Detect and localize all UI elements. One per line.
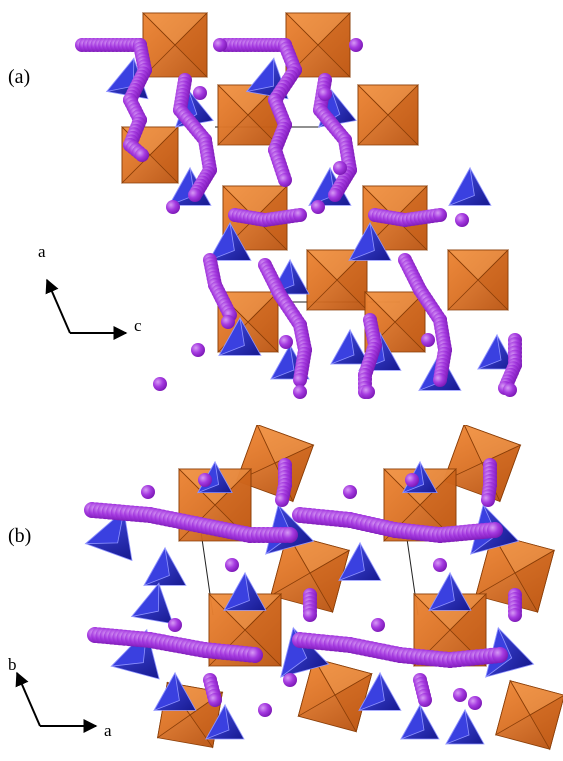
- chain-atom: [208, 693, 222, 707]
- atom: [349, 38, 363, 52]
- octahedron: [357, 84, 419, 146]
- tetrahedron: [223, 571, 267, 612]
- atom: [213, 38, 227, 52]
- atom: [283, 673, 297, 687]
- chain-atom: [487, 522, 503, 538]
- tetrahedron: [428, 571, 472, 612]
- panel-b: (b) b a: [0, 425, 563, 761]
- atom: [468, 696, 482, 710]
- axis-arrow-up: [45, 278, 71, 334]
- atom: [318, 87, 332, 101]
- tetrahedron: [348, 221, 392, 262]
- axis-label-up-a: a: [38, 242, 46, 261]
- atom: [311, 200, 325, 214]
- atom: [333, 161, 347, 175]
- tetrahedron: [143, 546, 187, 587]
- tetrahedron: [218, 316, 262, 357]
- chain-atom: [492, 647, 508, 663]
- atom: [371, 618, 385, 632]
- atom: [193, 86, 207, 100]
- tetrahedron: [445, 708, 485, 745]
- atom: [166, 200, 180, 214]
- chain-atom: [293, 373, 307, 387]
- atom: [293, 385, 307, 399]
- octahedron: [235, 425, 315, 503]
- chain-atom: [188, 188, 202, 202]
- atom: [343, 485, 357, 499]
- chain-atom: [282, 527, 298, 543]
- atom: [361, 385, 375, 399]
- tetrahedron: [153, 671, 197, 712]
- panel-label-a: (a): [8, 66, 31, 88]
- structure-view-b: [15, 425, 563, 751]
- chain-atom: [247, 647, 263, 663]
- panel-label-b: (b): [8, 525, 32, 547]
- atom: [225, 558, 239, 572]
- octahedron: [442, 425, 522, 503]
- chain-atom: [418, 693, 432, 707]
- atom: [153, 377, 167, 391]
- chain-atom: [278, 173, 292, 187]
- atom: [168, 618, 182, 632]
- tetrahedron: [358, 671, 402, 712]
- axis-label-right-b: a: [104, 721, 112, 740]
- atom: [503, 383, 517, 397]
- atom: [455, 213, 469, 227]
- octahedron: [142, 12, 208, 78]
- tetrahedron: [208, 221, 252, 262]
- atom: [221, 315, 235, 329]
- chain-atom: [433, 373, 447, 387]
- axis-label-right-a: c: [134, 316, 142, 335]
- octahedron: [270, 532, 351, 614]
- octahedron: [297, 657, 373, 733]
- tetrahedron: [477, 333, 517, 370]
- atom: [191, 343, 205, 357]
- octahedron: [475, 532, 556, 614]
- chain-atom: [508, 608, 522, 622]
- structure-view-a: [45, 12, 522, 399]
- axis-label-up-b: b: [8, 655, 17, 674]
- panel-a: (a) a c: [8, 12, 522, 399]
- atom: [405, 473, 419, 487]
- chain-atom: [481, 493, 495, 507]
- atom: [198, 473, 212, 487]
- tetrahedron: [130, 582, 174, 625]
- tetrahedron: [330, 328, 370, 365]
- atom: [421, 333, 435, 347]
- tetrahedron: [338, 541, 382, 582]
- chain-atom: [303, 608, 317, 622]
- atom: [279, 335, 293, 349]
- atom: [141, 485, 155, 499]
- chain-atom: [135, 148, 149, 162]
- chain-atom: [433, 208, 447, 222]
- chain-atom: [293, 208, 307, 222]
- chain-atom: [275, 493, 289, 507]
- tetrahedron: [448, 166, 492, 207]
- octahedron: [447, 249, 509, 311]
- tetrahedron: [205, 703, 245, 740]
- octahedron: [495, 679, 563, 751]
- tetrahedron: [400, 703, 440, 740]
- atom: [453, 688, 467, 702]
- atom: [258, 703, 272, 717]
- atom: [433, 558, 447, 572]
- chain-atom: [328, 188, 342, 202]
- axis-arrow-up: [15, 671, 41, 727]
